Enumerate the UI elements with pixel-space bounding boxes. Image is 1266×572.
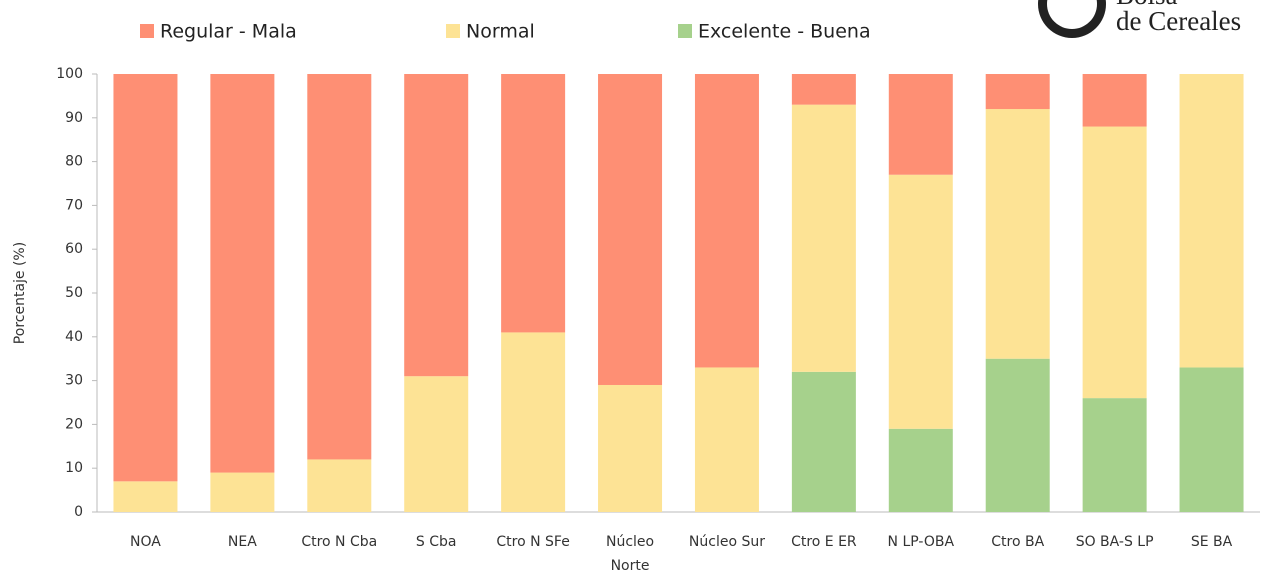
bar-segment <box>1082 74 1147 127</box>
bar-segment <box>598 74 663 385</box>
x-tick-label: Ctro N SFe <box>496 534 569 550</box>
legend-text: Excelente - Buena <box>698 21 871 43</box>
bar-segment <box>694 367 759 512</box>
bar-segment <box>113 74 178 482</box>
y-tick-label: 30 <box>65 373 83 389</box>
bar-segment <box>791 104 856 372</box>
legend-swatch <box>678 24 692 38</box>
legend-swatch <box>140 24 154 38</box>
bar-segment <box>307 459 372 512</box>
bar-segment <box>307 74 372 460</box>
x-tick-label: S Cba <box>416 534 457 550</box>
y-tick-label: 10 <box>65 460 83 476</box>
y-axis-label: Porcentaje (%) <box>12 242 28 344</box>
bar-segment <box>985 74 1050 110</box>
bar-segment <box>888 428 953 512</box>
y-tick-label: 100 <box>56 66 83 82</box>
y-tick-label: 20 <box>65 416 83 432</box>
y-tick-label: 0 <box>74 504 83 520</box>
bar-segment <box>1179 74 1244 368</box>
x-tick-label: SO BA-S LP <box>1076 534 1154 550</box>
bar-segment <box>113 481 178 512</box>
x-tick-label: N LP-OBA <box>888 534 955 550</box>
bar-segment <box>210 472 275 512</box>
bar-segment <box>888 74 953 175</box>
bar-segment <box>791 74 856 105</box>
bar-segment <box>694 74 759 368</box>
bar-segment <box>791 371 856 512</box>
bar-segment <box>1082 126 1147 399</box>
bar-segment <box>985 109 1050 359</box>
logo-emblem-inner <box>1047 0 1097 29</box>
logo-text: de Cereales <box>1116 6 1241 36</box>
y-tick-label: 60 <box>65 241 83 257</box>
bar-segment <box>404 74 469 377</box>
x-tick-label: Ctro E ER <box>791 534 857 550</box>
y-tick-label: 80 <box>65 154 83 170</box>
bar-segment <box>985 358 1050 512</box>
legend-text: Normal <box>466 21 535 43</box>
bar-segment <box>404 376 469 512</box>
bar-segment <box>210 74 275 473</box>
bar-segment <box>1179 367 1244 512</box>
bar-segment <box>888 174 953 429</box>
x-tick-label: Ctro N Cba <box>301 534 377 550</box>
y-tick-label: 70 <box>65 197 83 213</box>
x-tick-label: NOA <box>130 534 161 550</box>
y-tick-label: 50 <box>65 285 83 301</box>
x-tick-label: SE BA <box>1191 534 1233 550</box>
x-tick-label: NEA <box>228 534 257 550</box>
x-tick-label: Núcleo Sur <box>689 534 765 550</box>
bar-segment <box>598 384 663 512</box>
logo-text: Bolsa <box>1116 0 1178 10</box>
y-tick-label: 40 <box>65 329 83 345</box>
y-tick-label: 90 <box>65 110 83 126</box>
bar-segment <box>501 74 566 333</box>
legend-swatch <box>446 24 460 38</box>
x-tick-label: Ctro BA <box>991 534 1044 550</box>
bar-segment <box>1082 398 1147 512</box>
x-tick-label: Núcleo Norte <box>606 534 654 572</box>
bar-segment <box>501 332 566 512</box>
legend-text: Regular - Mala <box>160 21 297 43</box>
